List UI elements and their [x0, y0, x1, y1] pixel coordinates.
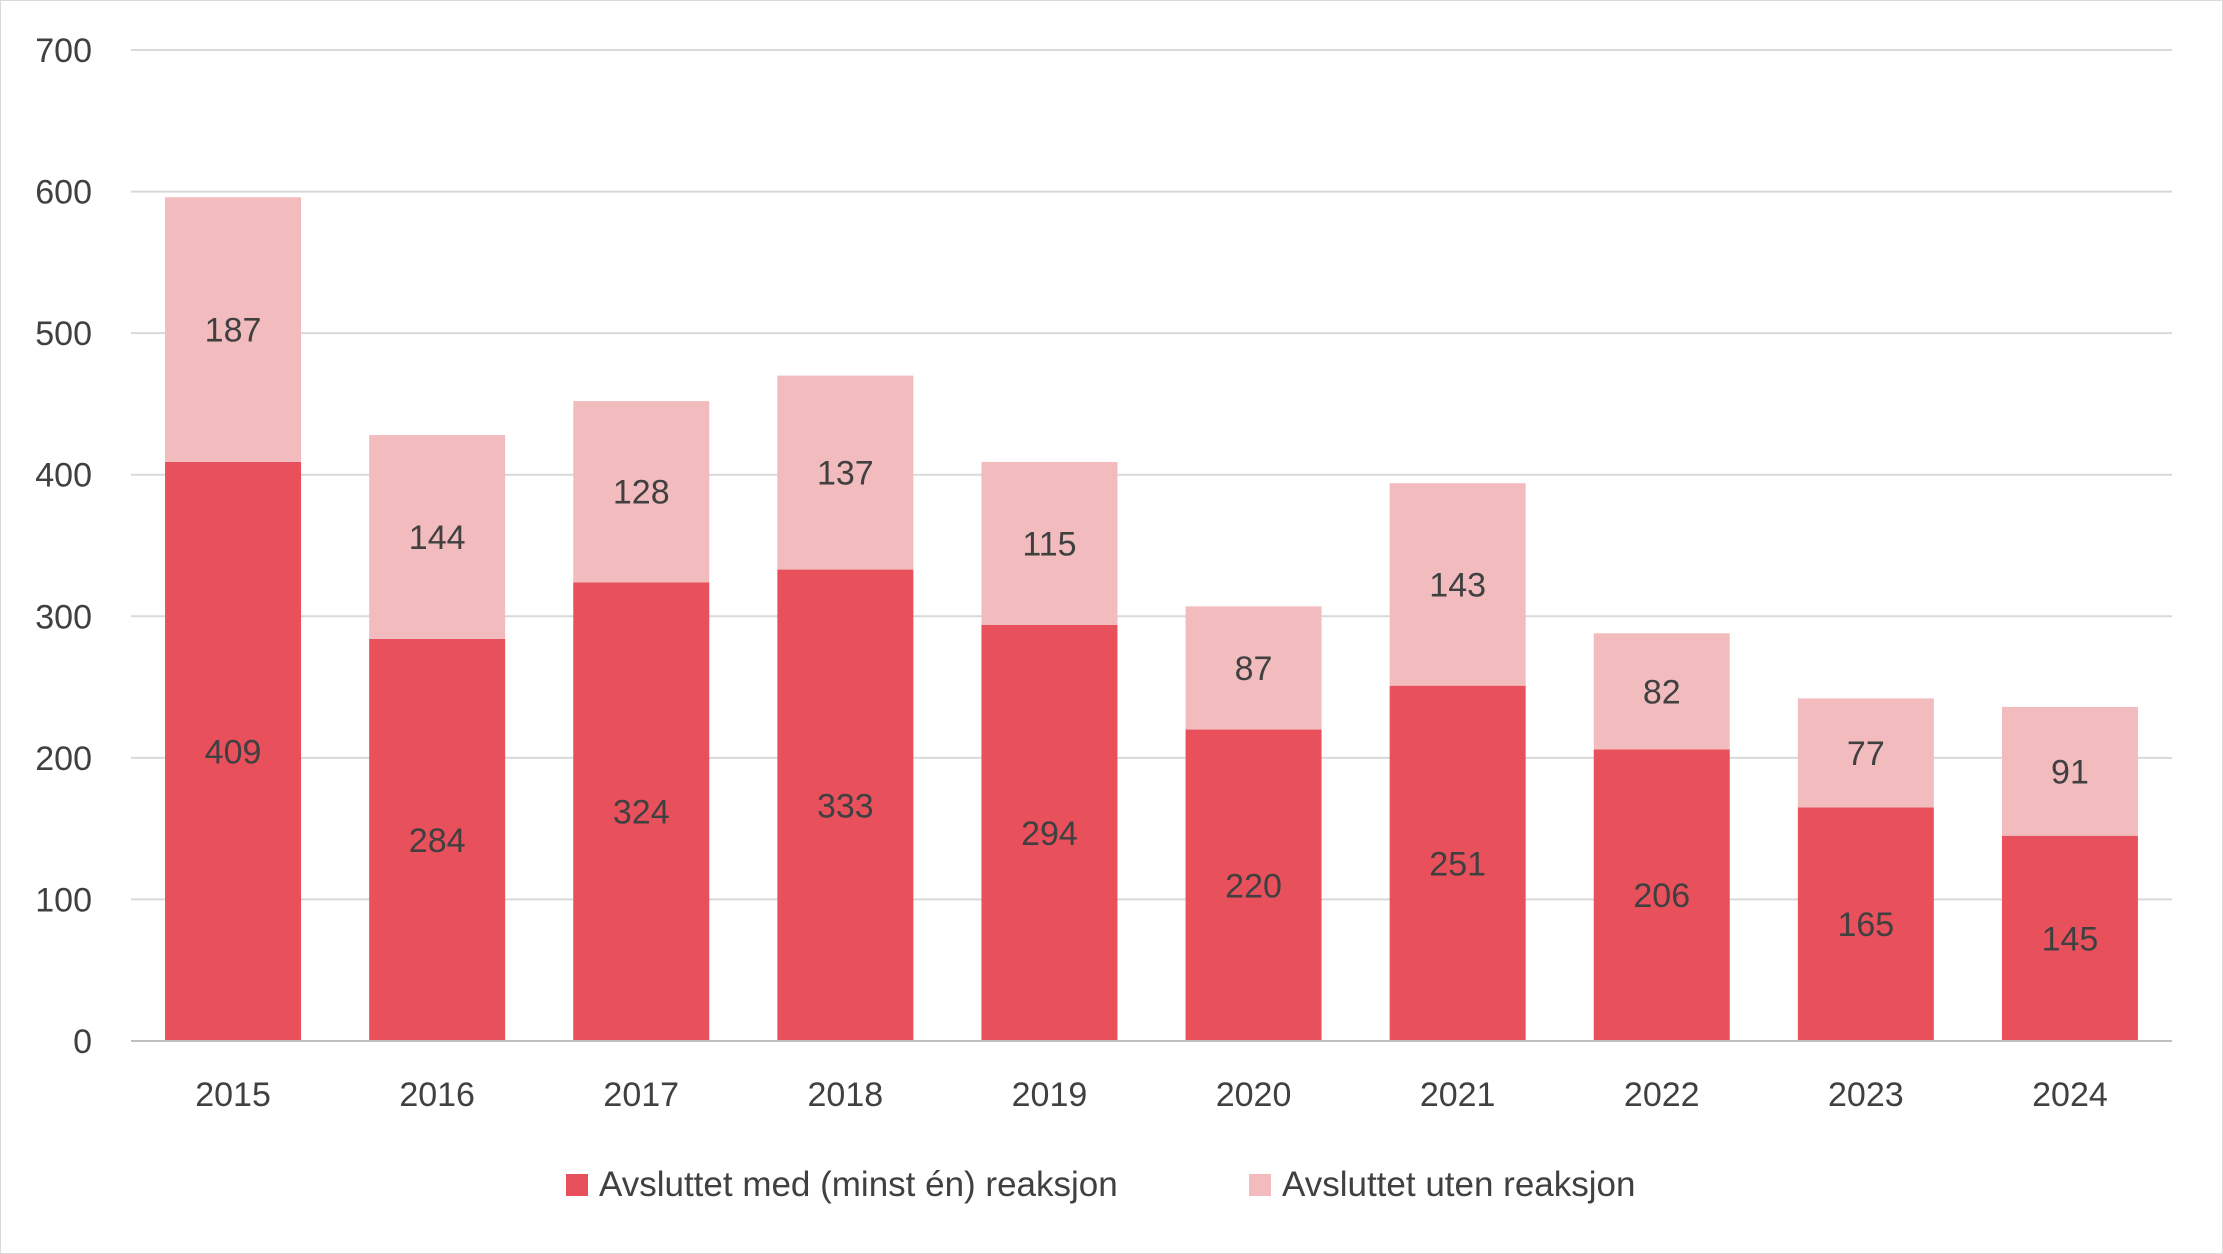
bar-2016-series-2 [369, 435, 506, 639]
y-tick-label: 100 [35, 881, 92, 919]
data-label: 251 [1429, 845, 1486, 883]
data-label: 137 [817, 455, 874, 493]
x-tick-label: 2017 [603, 1076, 679, 1114]
data-label: 87 [1235, 650, 1273, 688]
y-tick-label: 300 [35, 598, 92, 636]
legend: Avsluttet med (minst én) reaksjon Avslutt… [566, 1165, 1635, 1204]
legend-swatch [566, 1174, 588, 1196]
bar-2017-series-2 [573, 401, 710, 583]
y-tick-label: 400 [35, 457, 92, 495]
bar-2019-series-1 [981, 624, 1118, 1041]
y-tick-label: 500 [35, 315, 92, 353]
bar-2023-series-1 [1797, 807, 1934, 1041]
bar-2019-series-2 [981, 461, 1118, 625]
legend-swatch [1249, 1174, 1271, 1196]
data-label: 115 [1022, 525, 1076, 563]
x-tick-label: 2016 [399, 1076, 475, 1114]
bar-2015-series-1 [165, 461, 302, 1041]
data-label: 82 [1643, 673, 1681, 711]
data-label: 91 [2051, 753, 2089, 791]
bar-2024-series-1 [2001, 835, 2138, 1041]
data-label: 145 [2042, 920, 2099, 958]
x-tick-label: 2015 [195, 1076, 271, 1114]
bar-2022-series-2 [1593, 633, 1730, 750]
x-tick-label: 2018 [808, 1076, 884, 1114]
bar-2021-series-1 [1389, 685, 1526, 1041]
bar-2020-series-1 [1185, 729, 1322, 1041]
x-axis: 2015 2016 2017 2018 2019 2020 2021 2022 2023 2024 [131, 1040, 2172, 1114]
x-tick-label: 2024 [2032, 1076, 2108, 1114]
bar-2020-series-2 [1185, 606, 1322, 730]
data-label: 409 [205, 733, 262, 771]
bar-2018-series-1 [777, 569, 914, 1041]
data-label: 294 [1021, 815, 1078, 853]
y-tick-label: 0 [73, 1023, 92, 1061]
data-label: 165 [1837, 906, 1894, 944]
data-label: 324 [613, 794, 670, 832]
y-tick-label: 200 [35, 740, 92, 778]
x-tick-label: 2020 [1216, 1076, 1292, 1114]
bars: 409 187 284 144 324 128 333 137 294 115 220 87 251 14… [165, 197, 2138, 1041]
bar-2017-series-1 [573, 582, 710, 1041]
legend-label: Avsluttet uten reaksjon [1282, 1165, 1635, 1204]
y-tick-label: 700 [35, 32, 92, 70]
bar-2022-series-1 [1593, 749, 1730, 1041]
y-axis: 0 100 200 300 400 500 600 700 [35, 32, 92, 1061]
data-label: 220 [1225, 867, 1282, 905]
bar-2023-series-2 [1797, 698, 1934, 808]
x-tick-label: 2023 [1828, 1076, 1904, 1114]
x-tick-label: 2019 [1012, 1076, 1088, 1114]
data-label: 187 [205, 312, 262, 350]
bar-2018-series-2 [777, 375, 914, 570]
legend-label: Avsluttet med (minst én) reaksjon [599, 1165, 1118, 1204]
bar-2015-series-2 [165, 197, 302, 462]
bar-2024-series-2 [2001, 706, 2138, 836]
x-tick-label: 2022 [1624, 1076, 1700, 1114]
x-tick-label: 2021 [1420, 1076, 1496, 1114]
y-tick-label: 600 [35, 174, 92, 212]
data-label: 77 [1847, 735, 1885, 773]
bar-2021-series-2 [1389, 483, 1526, 686]
data-label: 284 [409, 822, 466, 860]
data-label: 333 [817, 787, 874, 825]
data-label: 128 [613, 474, 670, 512]
data-label: 206 [1633, 877, 1690, 915]
data-label: 143 [1429, 566, 1486, 604]
bar-2016-series-1 [369, 638, 506, 1041]
data-label: 144 [409, 519, 466, 557]
